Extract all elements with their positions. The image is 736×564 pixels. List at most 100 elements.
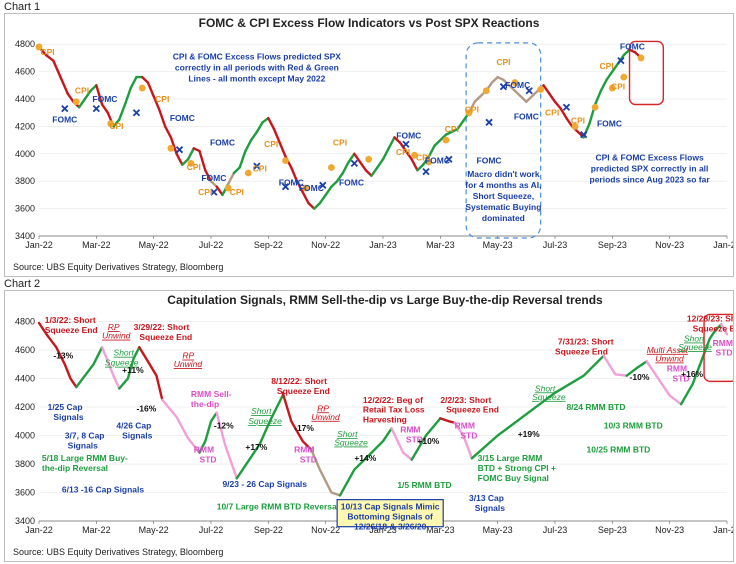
x-tick-label: Jan-24	[713, 240, 733, 250]
series-line	[625, 360, 648, 377]
annotation-text: Squeeze End	[446, 405, 499, 415]
annotation-text: 12/28/23: Short	[687, 314, 733, 324]
series-segment	[278, 141, 287, 158]
fomc-label: FOMC	[170, 113, 195, 123]
x-tick-label: Mar-22	[82, 525, 111, 535]
series-segment	[77, 97, 87, 109]
fomc-marker	[617, 57, 625, 65]
annotation-text: 3/7, 8 Cap	[65, 430, 105, 440]
series-segment	[238, 149, 247, 169]
y-tick-label: 3600	[15, 488, 35, 498]
annotation-line: Lines - all month except May 2022	[188, 73, 325, 83]
chart1-panel: 3400 3600 3800 4000 4200 4400 4600 4800 Jan-22 Ma…	[4, 13, 734, 277]
annotation-text: +16%	[681, 369, 703, 379]
x-tick-label: May-22	[139, 525, 169, 535]
fomc-marker	[61, 104, 69, 113]
x-tick-label: Jul-22	[199, 525, 224, 535]
annotation-text: RP	[317, 403, 329, 413]
series-segment	[376, 158, 385, 169]
y-tick-label: 4400	[15, 94, 35, 104]
series-segment	[272, 127, 281, 145]
series-segment	[66, 92, 75, 103]
annotation-line: for 4 months as AI,	[465, 180, 541, 190]
series-line	[453, 421, 474, 460]
annotation-text: 10/3 RMM BTD	[604, 420, 663, 430]
fomc-marker	[580, 130, 588, 139]
series-line	[390, 427, 413, 461]
cpi-label: CPI	[230, 187, 244, 197]
x-tick-label: May-23	[483, 525, 513, 535]
annotation-text: RMM	[455, 420, 475, 430]
fomc-label: FOMC	[505, 80, 530, 90]
cpi-label: CPI	[253, 164, 267, 174]
annotation-text: Retail Tax Loss	[363, 405, 425, 415]
annotation-text: Squeeze End	[45, 325, 98, 335]
annotation-text: RMM	[194, 445, 214, 455]
annotation-text: +10%	[417, 436, 439, 446]
annotation-text: Short	[684, 333, 705, 343]
series-segment	[347, 152, 356, 164]
series-line	[281, 391, 313, 451]
series-segment	[95, 84, 104, 106]
series-segment	[267, 116, 276, 131]
cpi-marker	[244, 169, 252, 177]
annotation-text: 4/26 Cap	[116, 420, 151, 430]
callout-text: 10/13 Cap Signals Mimic Bottoming Signals…	[341, 502, 440, 532]
series-segment	[307, 201, 316, 210]
fomc-label: FOMC	[514, 112, 539, 122]
annotation-text: 1/3/22: Short	[45, 315, 96, 325]
cpi-marker	[591, 103, 599, 111]
annotation-line: dominated	[482, 213, 525, 223]
annotation-text: Squeeze	[248, 416, 282, 426]
y-tick-label: 4000	[15, 149, 35, 159]
annotation-text: RMM	[667, 363, 687, 373]
series-segment	[209, 180, 218, 188]
latest-highlight-box	[628, 40, 665, 106]
fomc-label: FOMC	[597, 118, 622, 128]
series-segment	[118, 103, 127, 121]
annotation-text: 1/25 Cap	[48, 402, 83, 412]
series-segment	[525, 95, 534, 103]
cpi-marker	[537, 86, 545, 93]
fomc-marker	[319, 181, 327, 189]
series-segment	[232, 166, 241, 175]
series-line	[118, 346, 141, 390]
cpi-label: CPI	[41, 47, 55, 57]
series-segment	[611, 62, 620, 73]
series-line	[338, 427, 393, 497]
cpi-label: CPI	[545, 107, 559, 117]
cpi-marker	[328, 164, 335, 171]
cpi-label: CPI	[465, 105, 479, 115]
chart2-panel: 3400 3600 3800 4000 4200 4400 4600 4800 Jan-22 Ma…	[4, 290, 734, 562]
series-segment	[490, 75, 499, 84]
cpi-label: CPI	[187, 162, 201, 172]
y-tick-label: 4400	[15, 374, 35, 384]
series-segment	[163, 125, 173, 139]
x-tick-label: May-22	[139, 240, 169, 250]
series-line	[198, 411, 218, 454]
series-segment	[341, 160, 350, 175]
annotation-text: 5/18 Large RMM Buy-	[42, 453, 128, 463]
annotation-text: 8/24 RMM BTD	[566, 402, 625, 412]
annotation-text: 8/12/22: Short	[271, 376, 327, 386]
cpi-marker	[465, 109, 473, 117]
series-segment	[52, 59, 62, 79]
series-segment	[59, 75, 69, 95]
y-tick-label: 4800	[15, 317, 35, 327]
annotation-text: Signals	[68, 440, 99, 450]
fomc-label: FOMC	[396, 131, 421, 141]
x-tick-label: Nov-22	[311, 525, 340, 535]
series-line	[37, 321, 78, 389]
cpi-marker	[482, 87, 490, 95]
annotation-text: Macro didn't work for 4 months as AI, Shor…	[465, 169, 541, 223]
annotation-text: 10/25 RMM BTD	[587, 445, 651, 455]
series-segment	[330, 180, 339, 188]
annotation-text: Signals	[475, 503, 506, 513]
series-segment	[313, 201, 322, 210]
cpi-marker	[282, 157, 289, 165]
series-segment	[318, 193, 327, 205]
fomc-marker	[281, 183, 290, 191]
series-segment	[152, 95, 161, 112]
annotation-text: Squeeze End	[555, 346, 608, 356]
annotation-text: 3/15 Large RMM	[478, 453, 543, 463]
